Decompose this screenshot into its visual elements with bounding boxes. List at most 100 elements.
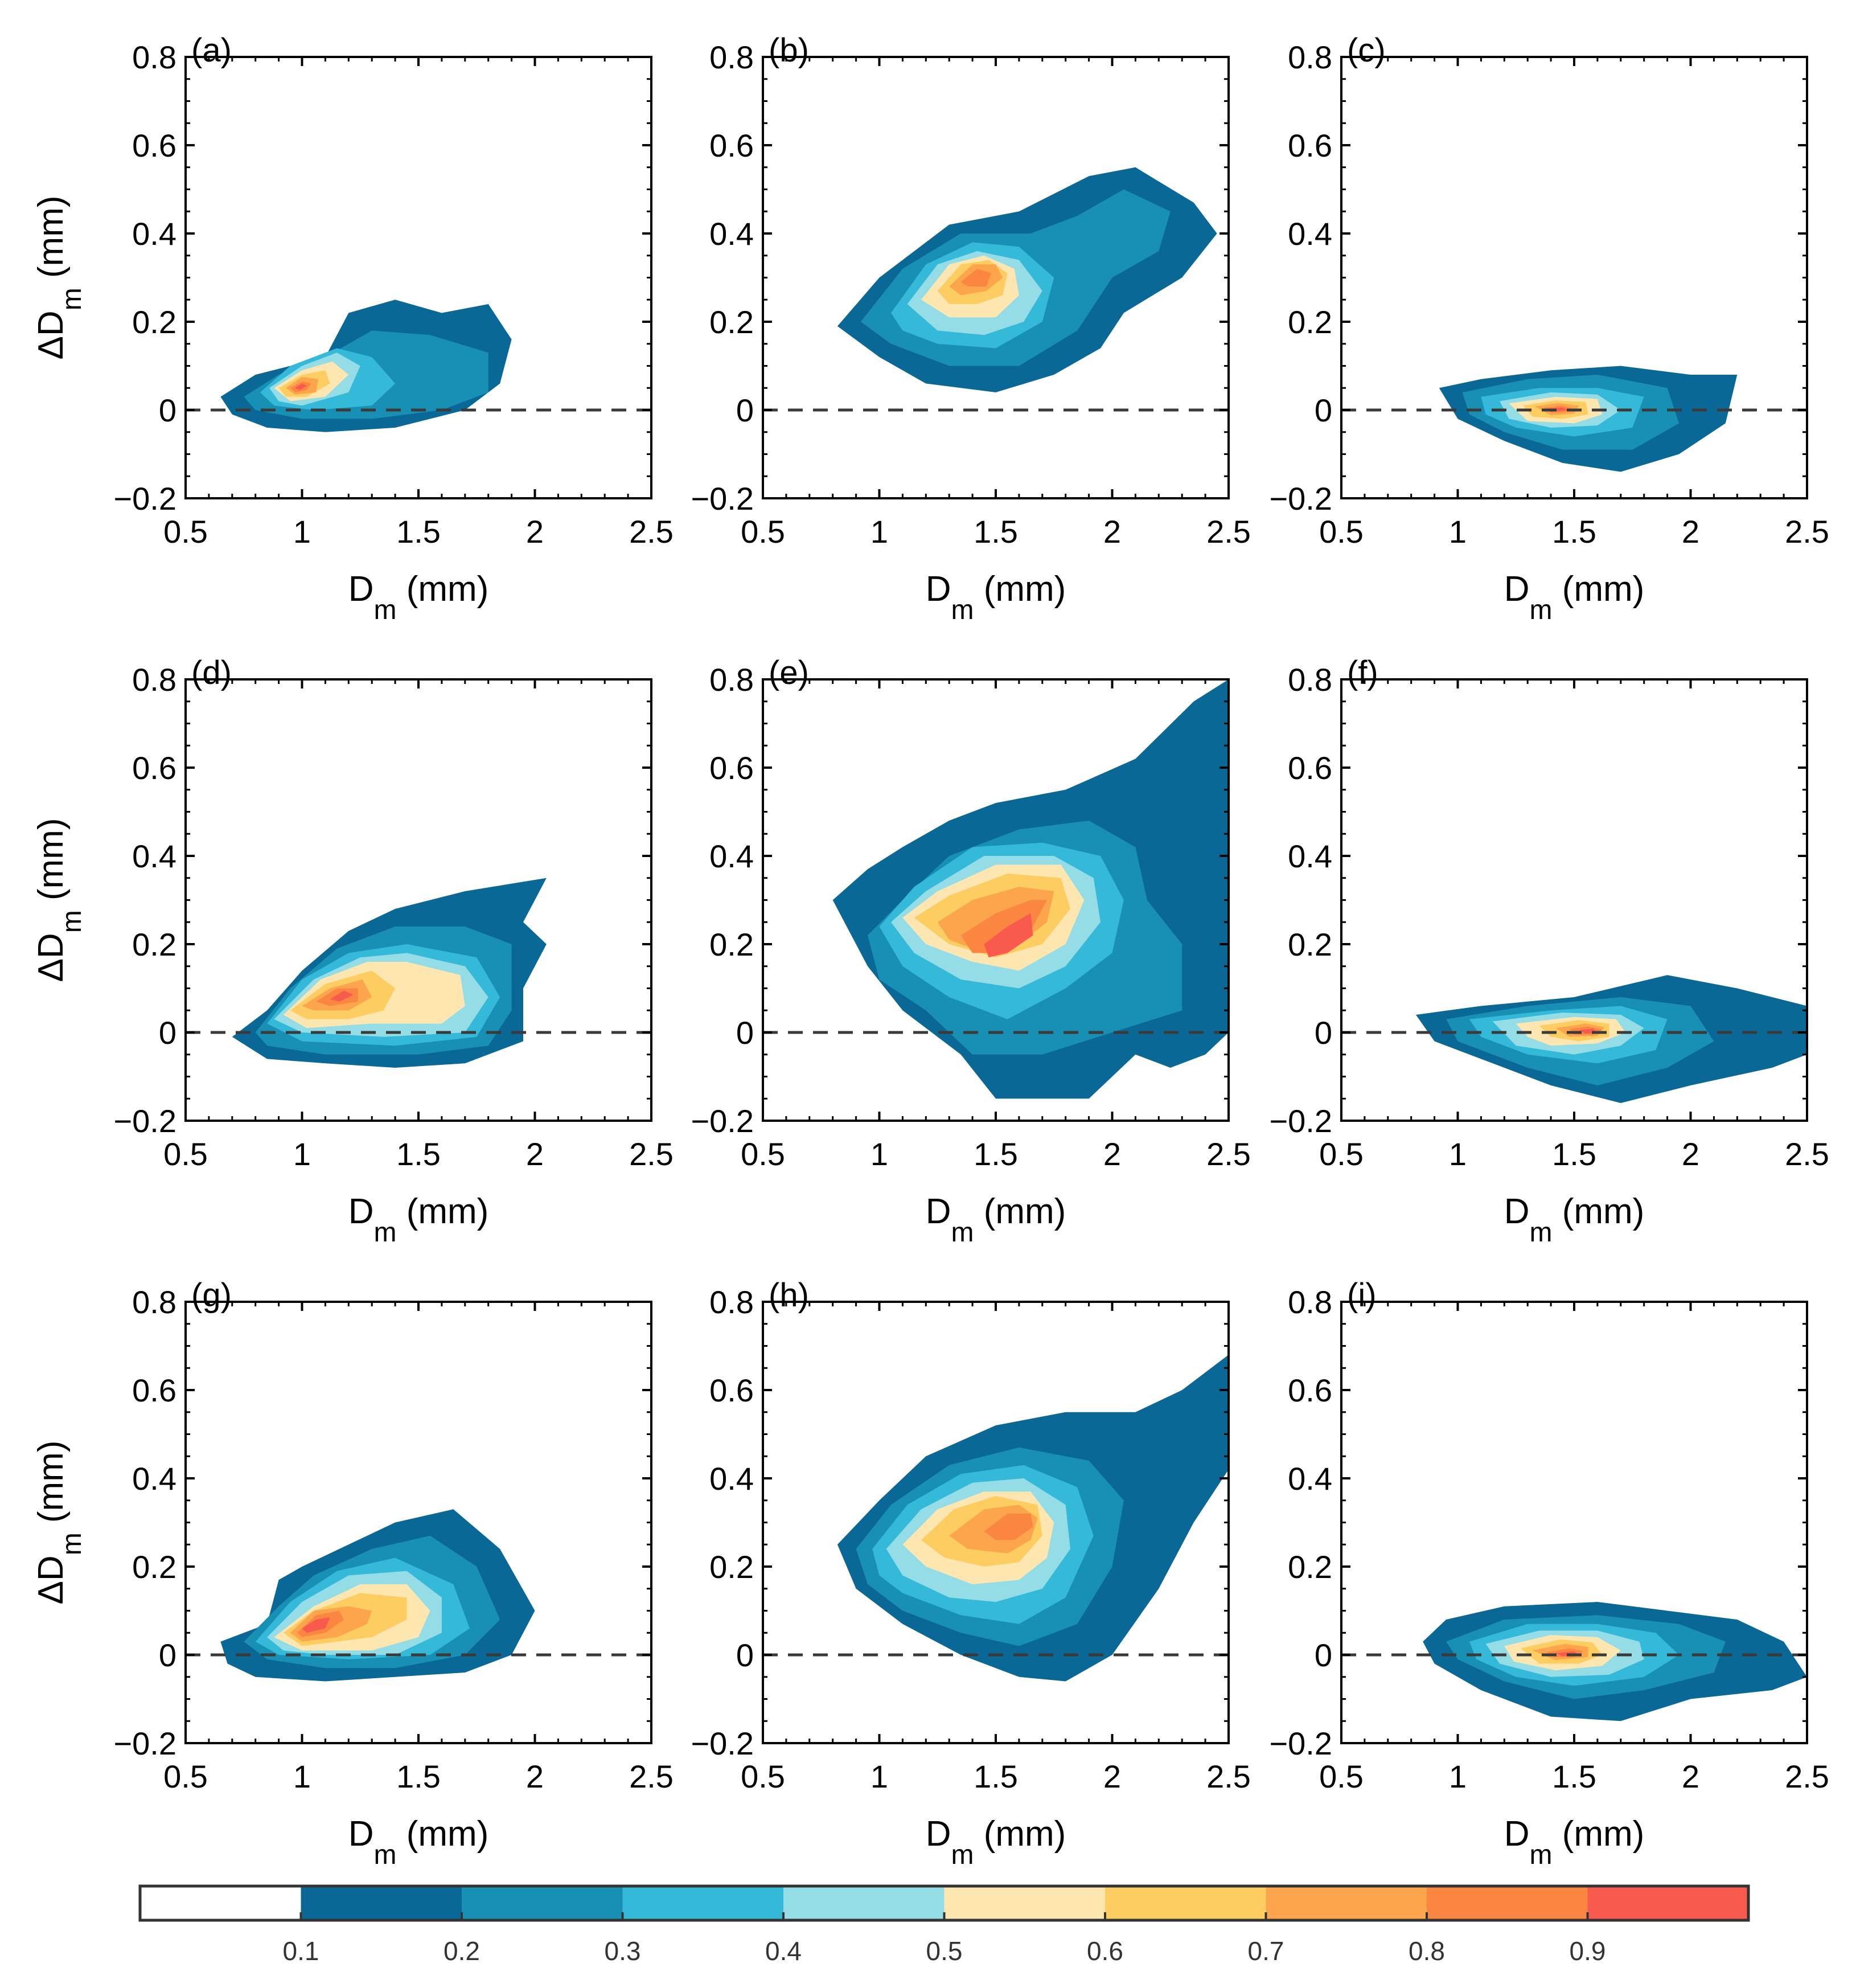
y-tick-label: 0.6: [709, 1372, 754, 1408]
contour-level-8: [960, 269, 991, 286]
y-tick-label: 0.4: [132, 216, 176, 252]
colorbar-segment: [301, 1886, 462, 1920]
contour-fill-group: [1423, 1602, 1807, 1721]
x-axis-label: Dm (mm): [1504, 569, 1645, 625]
y-tick-label: 0.4: [709, 1461, 754, 1497]
panel-label: (g): [191, 1277, 232, 1314]
y-axis-label: ΔDm (mm): [31, 1441, 87, 1605]
contour-level-9: [330, 990, 354, 1002]
x-tick-label: 2: [526, 1136, 544, 1172]
colorbar-segment: [622, 1886, 784, 1920]
colorbar: 0.1 0.2 0.3 0.4 0.5 0.6 0.7 0.8 0.9: [138, 1884, 1750, 1966]
x-tick-label: 1: [1449, 514, 1467, 550]
y-tick-label: −0.2: [691, 1725, 754, 1761]
y-tick-label: −0.2: [1269, 481, 1332, 517]
y-tick-label: 0.4: [132, 1461, 176, 1497]
y-tick-label: 0.2: [132, 927, 176, 962]
x-tick-label: 1: [293, 1136, 311, 1172]
panel-label: (e): [769, 654, 809, 691]
y-tick-label: 0.6: [132, 128, 176, 163]
panel-label: (a): [191, 32, 232, 69]
y-tick-label: 0: [1315, 1637, 1332, 1673]
contour-fill-group: [220, 1509, 535, 1682]
y-tick-label: 0.8: [132, 662, 176, 698]
y-tick-label: 0.6: [1288, 750, 1332, 786]
x-axis-label: Dm (mm): [926, 569, 1066, 625]
x-tick-label: 0.5: [741, 1759, 785, 1794]
colorbar-tick-label: 0.4: [765, 1936, 802, 1966]
x-tick-label: 1.5: [974, 514, 1018, 550]
x-axis-label: Dm (mm): [348, 569, 489, 625]
x-tick-label: 1: [293, 514, 311, 550]
y-tick-label: 0: [1315, 392, 1332, 428]
y-tick-label: 0.8: [1288, 662, 1332, 698]
colorbar-tick-label: 0.1: [283, 1936, 319, 1966]
x-tick-label: 0.5: [1319, 1136, 1364, 1172]
y-tick-label: 0.4: [1288, 838, 1332, 874]
x-tick-label: 1.5: [1552, 1136, 1596, 1172]
y-tick-label: 0.2: [709, 1549, 754, 1585]
y-axis-label: ΔDm (mm): [31, 196, 87, 360]
y-tick-label: 0.8: [709, 1284, 754, 1320]
x-tick-label: 0.5: [163, 514, 208, 550]
panel-label: (d): [191, 654, 232, 691]
panel-g: 0.5 1 1.5 2 2.5 −0.2 0 0.2 0.4 0.6 0.8 (g) Dm (mm) ΔD…: [31, 1277, 674, 1870]
y-tick-label: 0.6: [132, 750, 176, 786]
x-tick-label: 2.5: [1206, 514, 1251, 550]
y-tick-label: 0.4: [132, 838, 176, 874]
y-tick-label: −0.2: [691, 481, 754, 517]
panel-e: 0.5 1 1.5 2 2.5 −0.2 0 0.2 0.4 0.6 0.8 (e) Dm (mm): [691, 654, 1250, 1248]
y-tick-label: 0.2: [1288, 1549, 1332, 1585]
y-tick-label: 0.6: [1288, 1372, 1332, 1408]
colorbar-segment: [783, 1886, 945, 1920]
x-tick-label: 1.5: [974, 1136, 1018, 1172]
x-tick-label: 2.5: [1206, 1136, 1251, 1172]
y-tick-label: 0: [159, 1637, 176, 1673]
panel-a: 0.5 1 1.5 2 2.5 −0.2 0 0.2 0.4 0.6 0.8 (a) Dm (mm) ΔD…: [31, 32, 674, 625]
panel-i: 0.5 1 1.5 2 2.5 −0.2 0 0.2 0.4 0.6 0.8 (i) Dm (mm): [1269, 1277, 1829, 1870]
y-tick-label: −0.2: [113, 481, 176, 517]
x-axis-label: Dm (mm): [926, 1192, 1066, 1248]
panel-label: (c): [1347, 32, 1386, 69]
x-tick-label: 2: [1682, 1136, 1699, 1172]
x-tick-label: 1.5: [396, 514, 441, 550]
x-axis-label: Dm (mm): [348, 1814, 489, 1870]
colorbar-tick-label: 0.8: [1409, 1936, 1445, 1966]
contour-level-9: [984, 913, 1033, 958]
x-tick-label: 1.5: [396, 1759, 441, 1794]
colorbar-tick-label: 0.9: [1570, 1936, 1606, 1966]
colorbar-segment: [944, 1886, 1106, 1920]
y-tick-label: 0.4: [709, 216, 754, 252]
x-tick-label: 1.5: [1552, 514, 1596, 550]
y-tick-label: 0.8: [1288, 39, 1332, 75]
y-tick-label: 0: [736, 392, 754, 428]
contour-fill-group: [1439, 366, 1738, 472]
contour-fill-group: [837, 167, 1217, 392]
colorbar-tick-label: 0.2: [444, 1936, 480, 1966]
contour-fill-group: [232, 878, 547, 1068]
y-tick-label: 0.4: [709, 838, 754, 874]
y-tick-label: 0: [736, 1015, 754, 1051]
y-tick-label: 0.2: [709, 304, 754, 340]
y-tick-label: 0: [159, 1015, 176, 1051]
y-tick-label: 0.2: [709, 927, 754, 962]
x-tick-label: 0.5: [163, 1759, 208, 1794]
x-tick-label: 0.5: [1319, 1759, 1364, 1794]
x-tick-label: 2.5: [629, 1136, 674, 1172]
x-axis-label: Dm (mm): [348, 1192, 489, 1248]
y-tick-label: −0.2: [113, 1103, 176, 1139]
contour-level-8: [984, 1514, 1033, 1540]
colorbar-segment: [1105, 1886, 1266, 1920]
y-tick-label: 0: [1315, 1015, 1332, 1051]
x-tick-label: 2: [526, 1759, 544, 1794]
y-tick-label: −0.2: [113, 1725, 176, 1761]
y-tick-label: −0.2: [1269, 1725, 1332, 1761]
contour-fill-group: [832, 679, 1229, 1099]
x-tick-label: 1: [293, 1759, 311, 1794]
contour-level-9: [302, 1617, 330, 1633]
colorbar-tick-label: 0.6: [1087, 1936, 1123, 1966]
y-tick-label: −0.2: [1269, 1103, 1332, 1139]
x-tick-label: 2.5: [629, 1759, 674, 1794]
colorbar-tick-label: 0.3: [605, 1936, 641, 1966]
